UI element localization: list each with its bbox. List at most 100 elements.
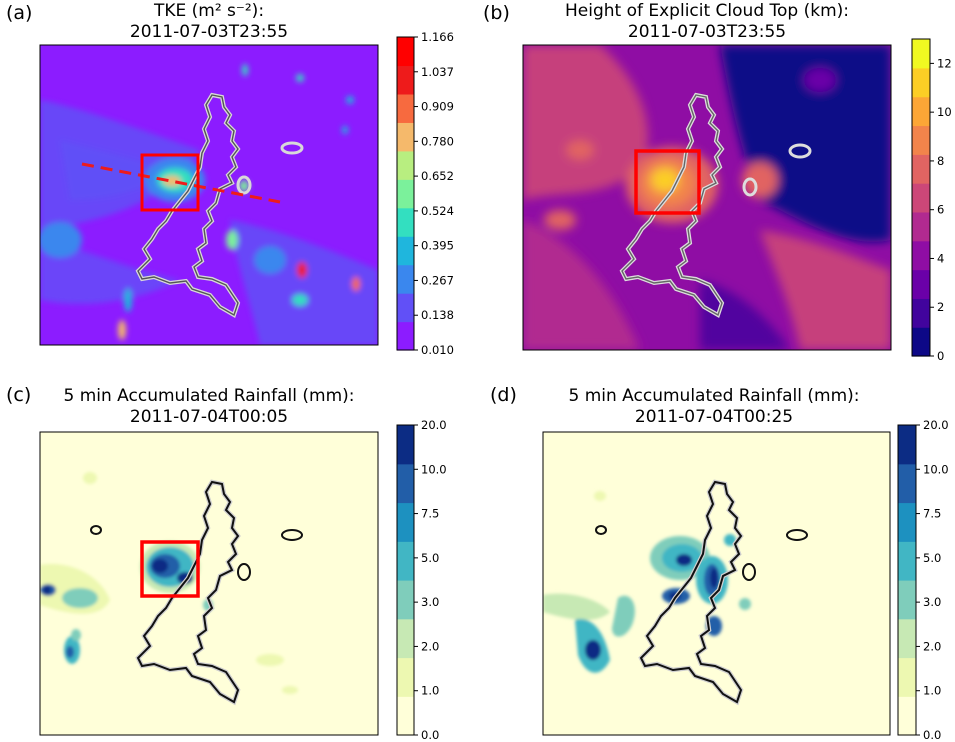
panel-c-map: [40, 432, 378, 735]
panel-b-colorbar-segment: [912, 125, 930, 155]
panel-b-colorbar: 0 2 4 6 8 10 12: [911, 38, 952, 363]
panel-b-colorbar-frame: [911, 38, 931, 357]
panel-b-label: (b): [483, 2, 510, 24]
panel-d-colorbar-tick-label: 2.0: [923, 639, 941, 653]
panel-a-colorbar-tick-label: 0.267: [421, 273, 454, 287]
panel-d-colorbar-segment: [898, 541, 916, 581]
panel-d-colorbar-segment: [898, 580, 916, 620]
panel-b-colorbar-segment: [912, 240, 930, 271]
panel-c-colorbar-segment: [397, 618, 414, 659]
panel-a-colorbar-segment: [397, 65, 414, 95]
panel-d-colorbar-tick-label: 5.0: [923, 551, 941, 565]
panel-a-colorbar: 0.010 0.138 0.267 0.395 0.524 0.652 0.780 0.909…: [396, 30, 454, 357]
panel-a: (a) TKE (m² s⁻²): 2011-07-03T23:55: [6, 1, 454, 357]
panel-d-colorbar-segment: [898, 463, 916, 504]
panel-a-colorbar-tick-label: 1.037: [421, 65, 454, 79]
panel-d-colorbar-segment: [898, 425, 916, 465]
panel-c-highlight-box: [140, 540, 200, 598]
panel-a-colorbar-tick-label: 0.138: [421, 308, 454, 322]
panel-a-colorbar-segment: [397, 93, 414, 123]
panel-b-colorbar-tick-label: 6: [937, 203, 944, 217]
panel-d-colorbar-tick-label: 3.0: [923, 595, 941, 609]
panel-c-colorbar-segment: [397, 580, 414, 620]
panel-b-colorbar-tick-label: 12: [937, 56, 952, 70]
panel-a-colorbar-tick-label: 0.909: [421, 100, 454, 114]
panel-a-frame: [39, 44, 379, 346]
panel-a-colorbar-segment: [397, 37, 414, 67]
panel-c-colorbar-tick-label: 0.0: [421, 728, 439, 742]
panel-a-colorbar-segment: [397, 321, 414, 351]
panel-a-colorbar-tick-label: 0.395: [421, 239, 454, 253]
panel-c-colorbar-tick-label: 5.0: [421, 551, 439, 565]
panel-b-colorbar-segment: [912, 327, 930, 357]
panel-b-title-line1: Height of Explicit Cloud Top (km):: [565, 1, 849, 21]
panel-c-colorbar-tick-label: 10.0: [421, 462, 447, 476]
panel-d-colorbar-tick-label: 0.0: [923, 728, 941, 742]
panel-d-colorbar-segment: [898, 657, 916, 697]
panel-c-title-line1: 5 min Accumulated Rainfall (mm):: [64, 386, 355, 406]
panel-c-label: (c): [6, 384, 31, 406]
panel-c-colorbar-tick-label: 1.0: [421, 684, 439, 698]
panel-b-colorbar-segment: [912, 298, 930, 328]
panel-b-title-line2: 2011-07-03T23:55: [628, 22, 786, 42]
panel-b-highlight-box: [634, 149, 701, 215]
panel-b-colorbar-segment: [912, 211, 930, 242]
panel-d-colorbar-segment: [898, 618, 916, 659]
panel-a-title-line1: TKE (m² s⁻²):: [153, 1, 264, 21]
panel-d-colorbar-tick-label: 20.0: [923, 418, 949, 432]
panel-a-colorbar-segment: [397, 293, 414, 323]
panel-b-map: [523, 45, 891, 350]
panel-c-colorbar-segment: [397, 463, 414, 504]
panel-b-colorbar-tick-label: 8: [937, 154, 944, 168]
panel-b-colorbar-segment: [912, 39, 930, 69]
panel-b-field: [523, 45, 891, 350]
panel-d: (d) 5 min Accumulated Rainfall (mm): 201…: [490, 384, 949, 742]
panel-c: (c) 5 min Accumulated Rainfall (mm): 201…: [6, 384, 447, 742]
panel-c-colorbar-tick-label: 20.0: [421, 418, 447, 432]
panel-a-title-line2: 2011-07-03T23:55: [130, 22, 288, 42]
panel-d-colorbar-segment: [898, 696, 916, 736]
panel-a-colorbar-segment: [397, 236, 414, 266]
panel-c-colorbar-segment: [397, 425, 414, 465]
panel-d-colorbar-frame: [897, 424, 917, 736]
panel-a-colorbar-frame: [396, 36, 415, 351]
panel-a-highlight-box: [140, 153, 200, 212]
panel-d-label: (d): [490, 384, 517, 406]
panel-b-colorbar-segment: [912, 183, 930, 213]
panel-b-colorbar-segment: [912, 154, 930, 184]
panel-b-colorbar-tick-label: 4: [937, 251, 944, 265]
panel-c-colorbar-tick-label: 7.5: [421, 507, 439, 521]
panel-a-colorbar-tick-label: 0.524: [421, 204, 454, 218]
panel-c-frame: [39, 431, 379, 736]
panel-d-colorbar-tick-label: 1.0: [923, 684, 941, 698]
panel-d-colorbar-segment: [898, 502, 916, 542]
panel-b-colorbar-segment: [912, 269, 930, 299]
panel-b-colorbar-tick-label: 0: [937, 349, 944, 363]
panel-a-colorbar-segment: [397, 122, 414, 152]
panel-c-colorbar-segment: [397, 696, 414, 736]
panel-b-colorbar-tick-label: 10: [937, 105, 952, 119]
panel-b: (b) Height of Explicit Cloud Top (km): 2…: [483, 1, 952, 363]
panel-c-colorbar-frame: [396, 424, 415, 736]
panel-a-colorbar-segment: [397, 207, 414, 237]
panel-b-frame: [522, 44, 892, 351]
panel-b-colorbar-segment: [912, 67, 930, 98]
panel-d-map: [543, 432, 890, 735]
panel-b-colorbar-tick-label: 2: [937, 300, 944, 314]
panel-c-colorbar-tick-label: 2.0: [421, 639, 439, 653]
panel-a-colorbar-tick-label: 0.652: [421, 169, 454, 183]
panel-c-colorbar-segment: [397, 657, 414, 697]
panel-a-colorbar-segment: [397, 150, 414, 180]
panel-d-title-line2: 2011-07-04T00:25: [635, 407, 793, 427]
panel-d-colorbar-tick-label: 7.5: [923, 507, 941, 521]
panel-a-map: [40, 45, 378, 345]
panel-a-colorbar-tick-label: 0.780: [421, 134, 454, 148]
panel-d-title-line1: 5 min Accumulated Rainfall (mm):: [569, 386, 860, 406]
panel-a-colorbar-segment: [397, 179, 414, 209]
panel-a-label: (a): [6, 2, 32, 24]
panel-d-colorbar-tick-label: 10.0: [923, 462, 949, 476]
panel-a-transect-line: [81, 162, 281, 204]
panel-d-colorbar: 0.0 1.0 2.0 3.0 5.0 7.5 10.0 20.0: [897, 418, 949, 742]
panel-a-colorbar-tick-label: 0.010: [421, 343, 454, 357]
